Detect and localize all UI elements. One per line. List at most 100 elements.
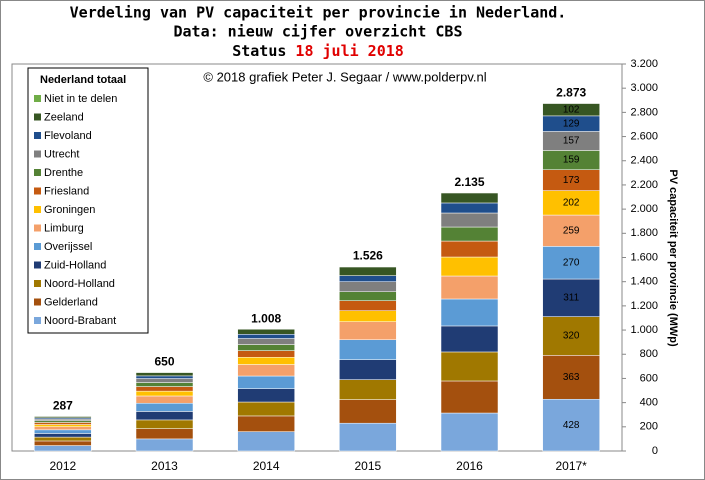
bar-segment <box>237 350 295 358</box>
segment-label: 311 <box>563 292 579 303</box>
bar-segment <box>237 357 295 365</box>
legend-swatch <box>34 169 41 176</box>
legend-swatch <box>34 298 41 306</box>
bar-segment <box>34 436 92 442</box>
bar-segment <box>339 339 397 360</box>
bar-segment <box>237 364 295 377</box>
y-tick-label: 1.200 <box>630 300 658 312</box>
bar-segment <box>339 422 397 452</box>
legend-label: Limburg <box>44 222 84 234</box>
y-tick-label: 0 <box>652 445 658 457</box>
legend-swatch <box>34 243 41 250</box>
bar-segment <box>135 375 194 379</box>
bar-segment <box>237 401 295 417</box>
legend-swatch <box>34 317 41 324</box>
legend-label: Drenthe <box>44 167 83 179</box>
x-tick-label: 2012 <box>49 459 76 473</box>
legend-label: Flevoland <box>44 130 92 142</box>
legend-title: Nederland totaal <box>40 74 126 86</box>
bar-segment <box>440 226 499 242</box>
legend-swatch <box>34 95 41 102</box>
bar-segment <box>237 334 295 339</box>
bar-segment <box>542 214 600 247</box>
y-tick-label: 2.600 <box>630 130 658 142</box>
bar-segment <box>135 382 194 387</box>
bar-segment <box>135 438 194 452</box>
segment-label: 173 <box>563 175 580 186</box>
bar-segment <box>237 344 295 351</box>
bar-segment <box>34 445 92 452</box>
chart-title: Verdeling van PV capaciteit per provinci… <box>70 4 567 22</box>
bar-segment <box>542 278 600 317</box>
legend-label: Niet in te delen <box>44 93 117 105</box>
bar-segment <box>237 338 295 345</box>
y-tick-label: 200 <box>640 421 658 433</box>
legend-label: Groningen <box>44 204 95 216</box>
total-label: 1.526 <box>353 249 383 263</box>
legend-swatch <box>34 187 41 195</box>
legend-label: Noord-Brabant <box>44 315 116 327</box>
bar-segment <box>440 412 499 452</box>
segment-label: 159 <box>563 155 580 166</box>
legend-swatch <box>34 113 41 121</box>
status-line: Status 18 juli 2018 <box>232 42 404 60</box>
legend-box <box>27 67 149 334</box>
bar-segment <box>339 291 397 301</box>
total-label: 2.873 <box>556 86 586 100</box>
x-tick-label: 2014 <box>253 459 280 473</box>
bar-segment <box>542 316 600 356</box>
bar-segment <box>237 328 295 335</box>
annotation: © 2018 grafiek Peter J. Segaar / www.pol… <box>203 69 486 84</box>
y-tick-label: 2.400 <box>630 155 658 167</box>
bar-segment <box>339 310 397 322</box>
bar-segment <box>135 395 194 404</box>
bar-segment <box>135 428 194 440</box>
bar-segment <box>339 275 397 282</box>
segment-label: 157 <box>563 136 580 147</box>
bar-segment <box>135 390 194 397</box>
y-tick-label: 2.200 <box>630 179 658 191</box>
segment-label: 320 <box>563 331 580 342</box>
y-tick-label: 400 <box>640 397 658 409</box>
segment-label: 202 <box>563 197 580 208</box>
bar-segment <box>339 379 397 400</box>
legend-swatch <box>34 261 41 269</box>
bar-segment <box>440 275 499 300</box>
bar-segment <box>135 386 194 392</box>
total-label: 2.135 <box>454 175 484 189</box>
bar-segment <box>542 398 600 452</box>
x-tick-label: 2013 <box>151 459 178 473</box>
total-label: 287 <box>53 398 73 412</box>
legend-label: Overijssel <box>44 241 92 253</box>
y-tick-label: 1.000 <box>630 324 658 336</box>
bar-segment <box>440 192 499 204</box>
bar-segment <box>440 240 499 258</box>
bar-segment <box>440 256 499 277</box>
total-label: 1.008 <box>251 311 281 325</box>
total-label: 650 <box>154 355 174 369</box>
y-tick-label: 2.800 <box>630 106 658 118</box>
bar-segment <box>440 351 499 382</box>
bar-segment <box>34 422 92 425</box>
legend-label: Friesland <box>44 185 89 197</box>
bar-segment <box>34 426 92 431</box>
bar-segment <box>542 355 600 400</box>
segment-label: 102 <box>563 104 580 115</box>
bar-segment <box>542 246 600 280</box>
bar-segment <box>237 388 295 403</box>
y-tick-label: 1.600 <box>630 251 658 263</box>
bar-segment <box>542 103 600 117</box>
y-tick-label: 600 <box>640 372 658 384</box>
bar-segment <box>339 359 397 380</box>
legend-swatch <box>34 206 41 213</box>
bar-segment <box>34 420 92 423</box>
bar-segment <box>237 431 295 452</box>
bar-segment <box>440 325 499 353</box>
legend-swatch <box>34 224 41 232</box>
bar-segment <box>34 424 92 427</box>
segment-label: 259 <box>563 225 580 236</box>
bar-segment <box>135 402 194 412</box>
bar-segment <box>34 433 92 438</box>
bar-segment <box>339 300 397 311</box>
